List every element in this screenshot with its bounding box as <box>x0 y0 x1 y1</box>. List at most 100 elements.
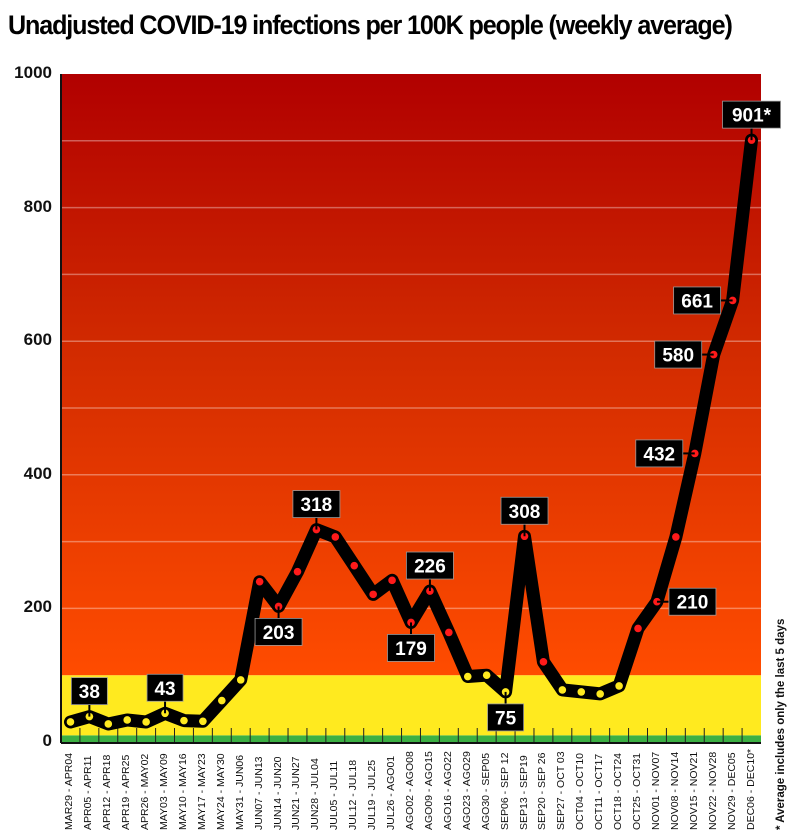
x-tick-label: AGO30 - SEP05 <box>479 752 492 830</box>
annotation-box <box>70 677 108 706</box>
annotation: 580 <box>654 340 714 369</box>
data-point <box>350 561 359 570</box>
x-tick-label: JUL19 - JUL25 <box>366 759 379 830</box>
annotation-label: 432 <box>643 444 675 465</box>
annotation-label: 661 <box>681 291 713 312</box>
annotation-box <box>487 703 524 732</box>
annotation-label: 203 <box>263 623 295 644</box>
x-tick-label: JUL26 - AGO01 <box>385 755 398 830</box>
x-tick-label: SEP27 - OCT 03 <box>555 751 568 830</box>
x-tick-label: JUN21 - JUN27 <box>290 756 303 830</box>
annotation-box <box>146 673 184 702</box>
annotation-label: 75 <box>495 708 517 729</box>
x-tick-label: MAY17 - MAY23 <box>195 753 208 830</box>
annotation-label: 210 <box>677 593 709 614</box>
x-tick-label: MAY03 - MAY09 <box>158 753 171 830</box>
x-tick-label: APR05 - APR11 <box>82 755 95 830</box>
data-point <box>66 718 75 726</box>
x-tick-label: JUL05 - JUL11 <box>328 760 341 830</box>
data-point <box>255 577 264 586</box>
x-tick-label: JUN28 - JUL04 <box>309 758 322 830</box>
annotation-label: 226 <box>414 557 446 578</box>
data-point <box>218 696 226 705</box>
y-tick-label: 600 <box>23 330 52 350</box>
x-tick-label: OCT04 - OCT10 <box>574 752 587 830</box>
data-point <box>577 688 586 696</box>
annotation-label: 43 <box>154 679 175 700</box>
annotation-box <box>722 100 781 129</box>
x-tick-label: AGO16 - AGO22 <box>441 751 454 830</box>
annotation: 901* <box>722 100 781 141</box>
x-tick-label: SEP06 - SEP 12 <box>498 752 511 830</box>
annotation-label: 308 <box>509 502 541 523</box>
x-tick-label: OCT18 - OCT24 <box>612 752 625 830</box>
data-point <box>199 717 207 726</box>
annotation: 210 <box>656 587 717 616</box>
zone-band-0 <box>61 735 761 742</box>
data-point <box>369 590 377 599</box>
x-tick-label: DEC06 - DEC10* <box>744 748 757 830</box>
data-point <box>634 624 642 633</box>
x-tick-label: JUN07 - JUN13 <box>252 756 265 830</box>
annotation: 43 <box>146 673 184 714</box>
annotation: 661 <box>673 286 733 315</box>
annotation-label: 318 <box>301 495 333 516</box>
data-point <box>596 690 604 698</box>
data-point <box>236 676 245 684</box>
x-tick-label: OCT25 - OCT31 <box>631 752 644 830</box>
x-tick-label: SEP20 - SEP 26 <box>536 752 549 830</box>
x-tick-label: NOV01 - NOV07 <box>649 751 662 830</box>
chart-title: Unadjusted COVID-19 infections per 100K … <box>8 10 733 40</box>
annotation: 75 <box>487 691 524 732</box>
x-tick-label: MAY24 - MAY30 <box>214 753 227 830</box>
annotation-box <box>673 286 722 315</box>
data-point <box>672 533 680 541</box>
annotation-box <box>500 496 549 525</box>
annotation-box <box>654 340 703 369</box>
y-tick-label: 1000 <box>14 63 52 82</box>
x-tick-label: NOV22 - NOV28 <box>706 751 719 830</box>
x-tick-label: AGO02 - AGO08 <box>404 751 416 830</box>
y-tick-label: 800 <box>23 196 52 216</box>
data-point <box>445 628 453 637</box>
data-point <box>180 716 188 725</box>
annotation-box <box>406 551 454 580</box>
footnote: * Average includes only the last 5 days <box>775 618 787 830</box>
data-point <box>539 658 548 666</box>
annotation-label: 179 <box>395 639 427 660</box>
annotation-label: 38 <box>79 682 100 703</box>
annotation: 179 <box>387 622 435 662</box>
x-tick-label: SEP13 - SEP19 <box>517 755 530 830</box>
x-tick-label: MAY31 - JUN06 <box>233 754 246 830</box>
data-point <box>388 576 396 585</box>
annotation-box <box>254 617 303 646</box>
x-tick-marks <box>79 728 743 742</box>
y-tick-label: 200 <box>23 597 52 617</box>
x-tick-label: APR19 - APR25 <box>120 754 133 830</box>
x-tick-label: JUN14 - JUN20 <box>271 756 284 830</box>
x-tick-label: NOV08 - NOV14 <box>668 751 681 830</box>
plot-background <box>61 74 761 742</box>
annotation-label: 580 <box>662 346 694 367</box>
data-point <box>558 686 567 694</box>
annotation: 203 <box>254 606 303 646</box>
x-tick-label: NOV15 - NOV21 <box>687 751 700 830</box>
x-tick-label: AGO23 - AGO29 <box>460 751 473 830</box>
x-tick-label: APR12 - APR18 <box>101 754 114 830</box>
data-point <box>142 718 150 726</box>
annotation: 38 <box>70 677 108 717</box>
annotation: 318 <box>292 490 341 530</box>
x-tick-label: MAR29 - APR04 <box>63 752 76 830</box>
data-annotations: 38 43 203 318 179 226 75 308 210 432 580 661 901* <box>70 100 781 732</box>
data-point <box>123 716 132 724</box>
annotation-label: 901* <box>732 106 772 127</box>
x-tick-label: NOV29 - DEC05 <box>725 752 738 830</box>
annotation: 226 <box>406 551 454 592</box>
x-tick-label: OCT11 - OCT17 <box>593 753 606 830</box>
annotation-box <box>668 587 717 616</box>
annotation-box <box>292 490 341 518</box>
data-point <box>104 720 113 728</box>
y-tick-label: 400 <box>23 463 52 483</box>
x-tick-label: APR26 - MAY02 <box>139 753 152 830</box>
